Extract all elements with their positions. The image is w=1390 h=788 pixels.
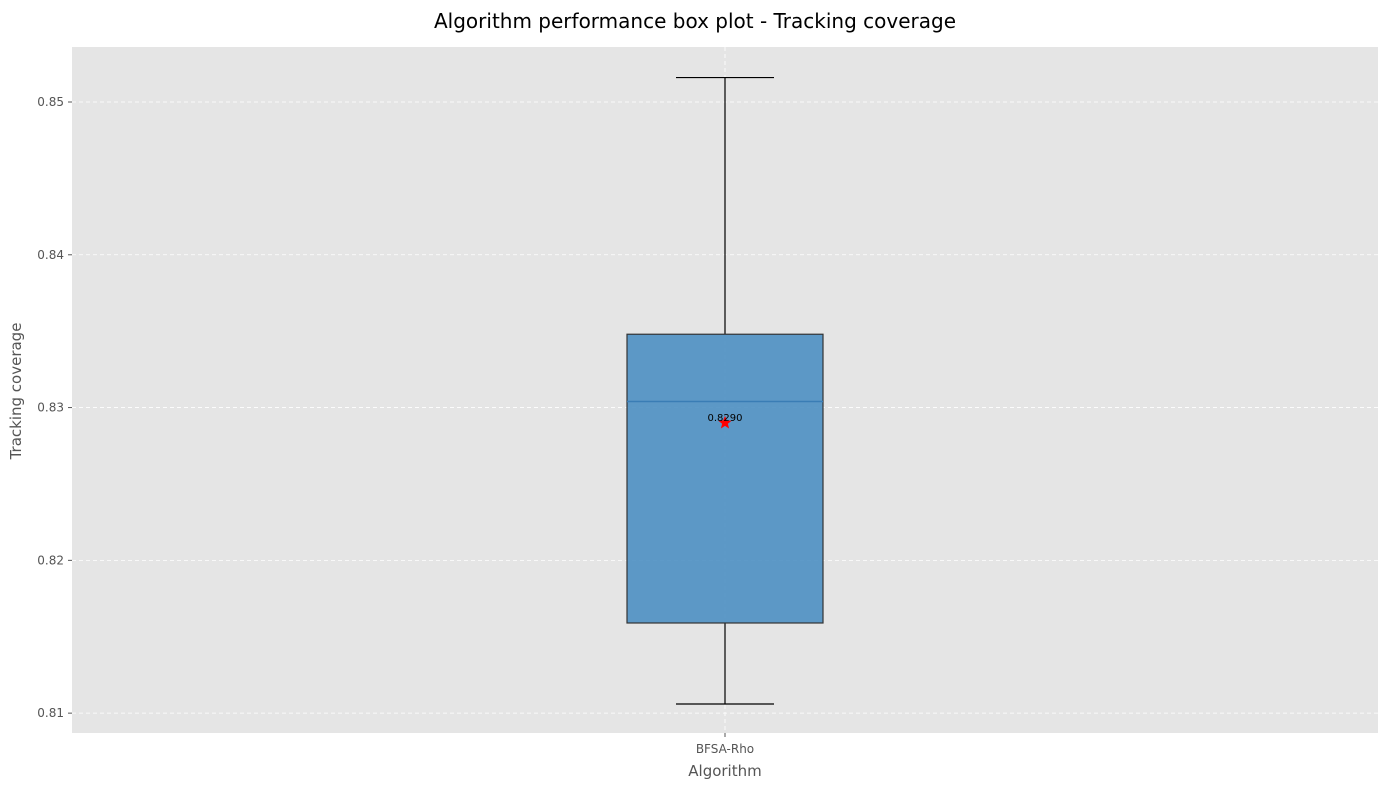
y-tick-label: 0.82 <box>37 553 64 567</box>
x-tick-label: BFSA-Rho <box>696 742 754 756</box>
mean-star-marker <box>718 415 732 429</box>
mean-value-label: 0.8290 <box>708 413 743 424</box>
box-group: 0.8290 <box>626 76 824 705</box>
x-axis-ticks: BFSA-Rho <box>696 733 754 756</box>
y-tick-label: 0.81 <box>37 706 64 720</box>
iqr-box <box>626 333 824 624</box>
box-series: 0.8290 <box>626 76 824 705</box>
y-tick-label: 0.83 <box>37 401 64 415</box>
y-tick-label: 0.84 <box>37 248 64 262</box>
x-axis-label: Algorithm <box>688 762 761 780</box>
y-axis-label: Tracking coverage <box>7 323 25 461</box>
y-tick-label: 0.85 <box>37 95 64 109</box>
chart-title: Algorithm performance box plot - Trackin… <box>434 9 956 33</box>
y-axis-ticks: 0.81 0.82 0.83 0.84 0.85 <box>37 95 72 720</box>
